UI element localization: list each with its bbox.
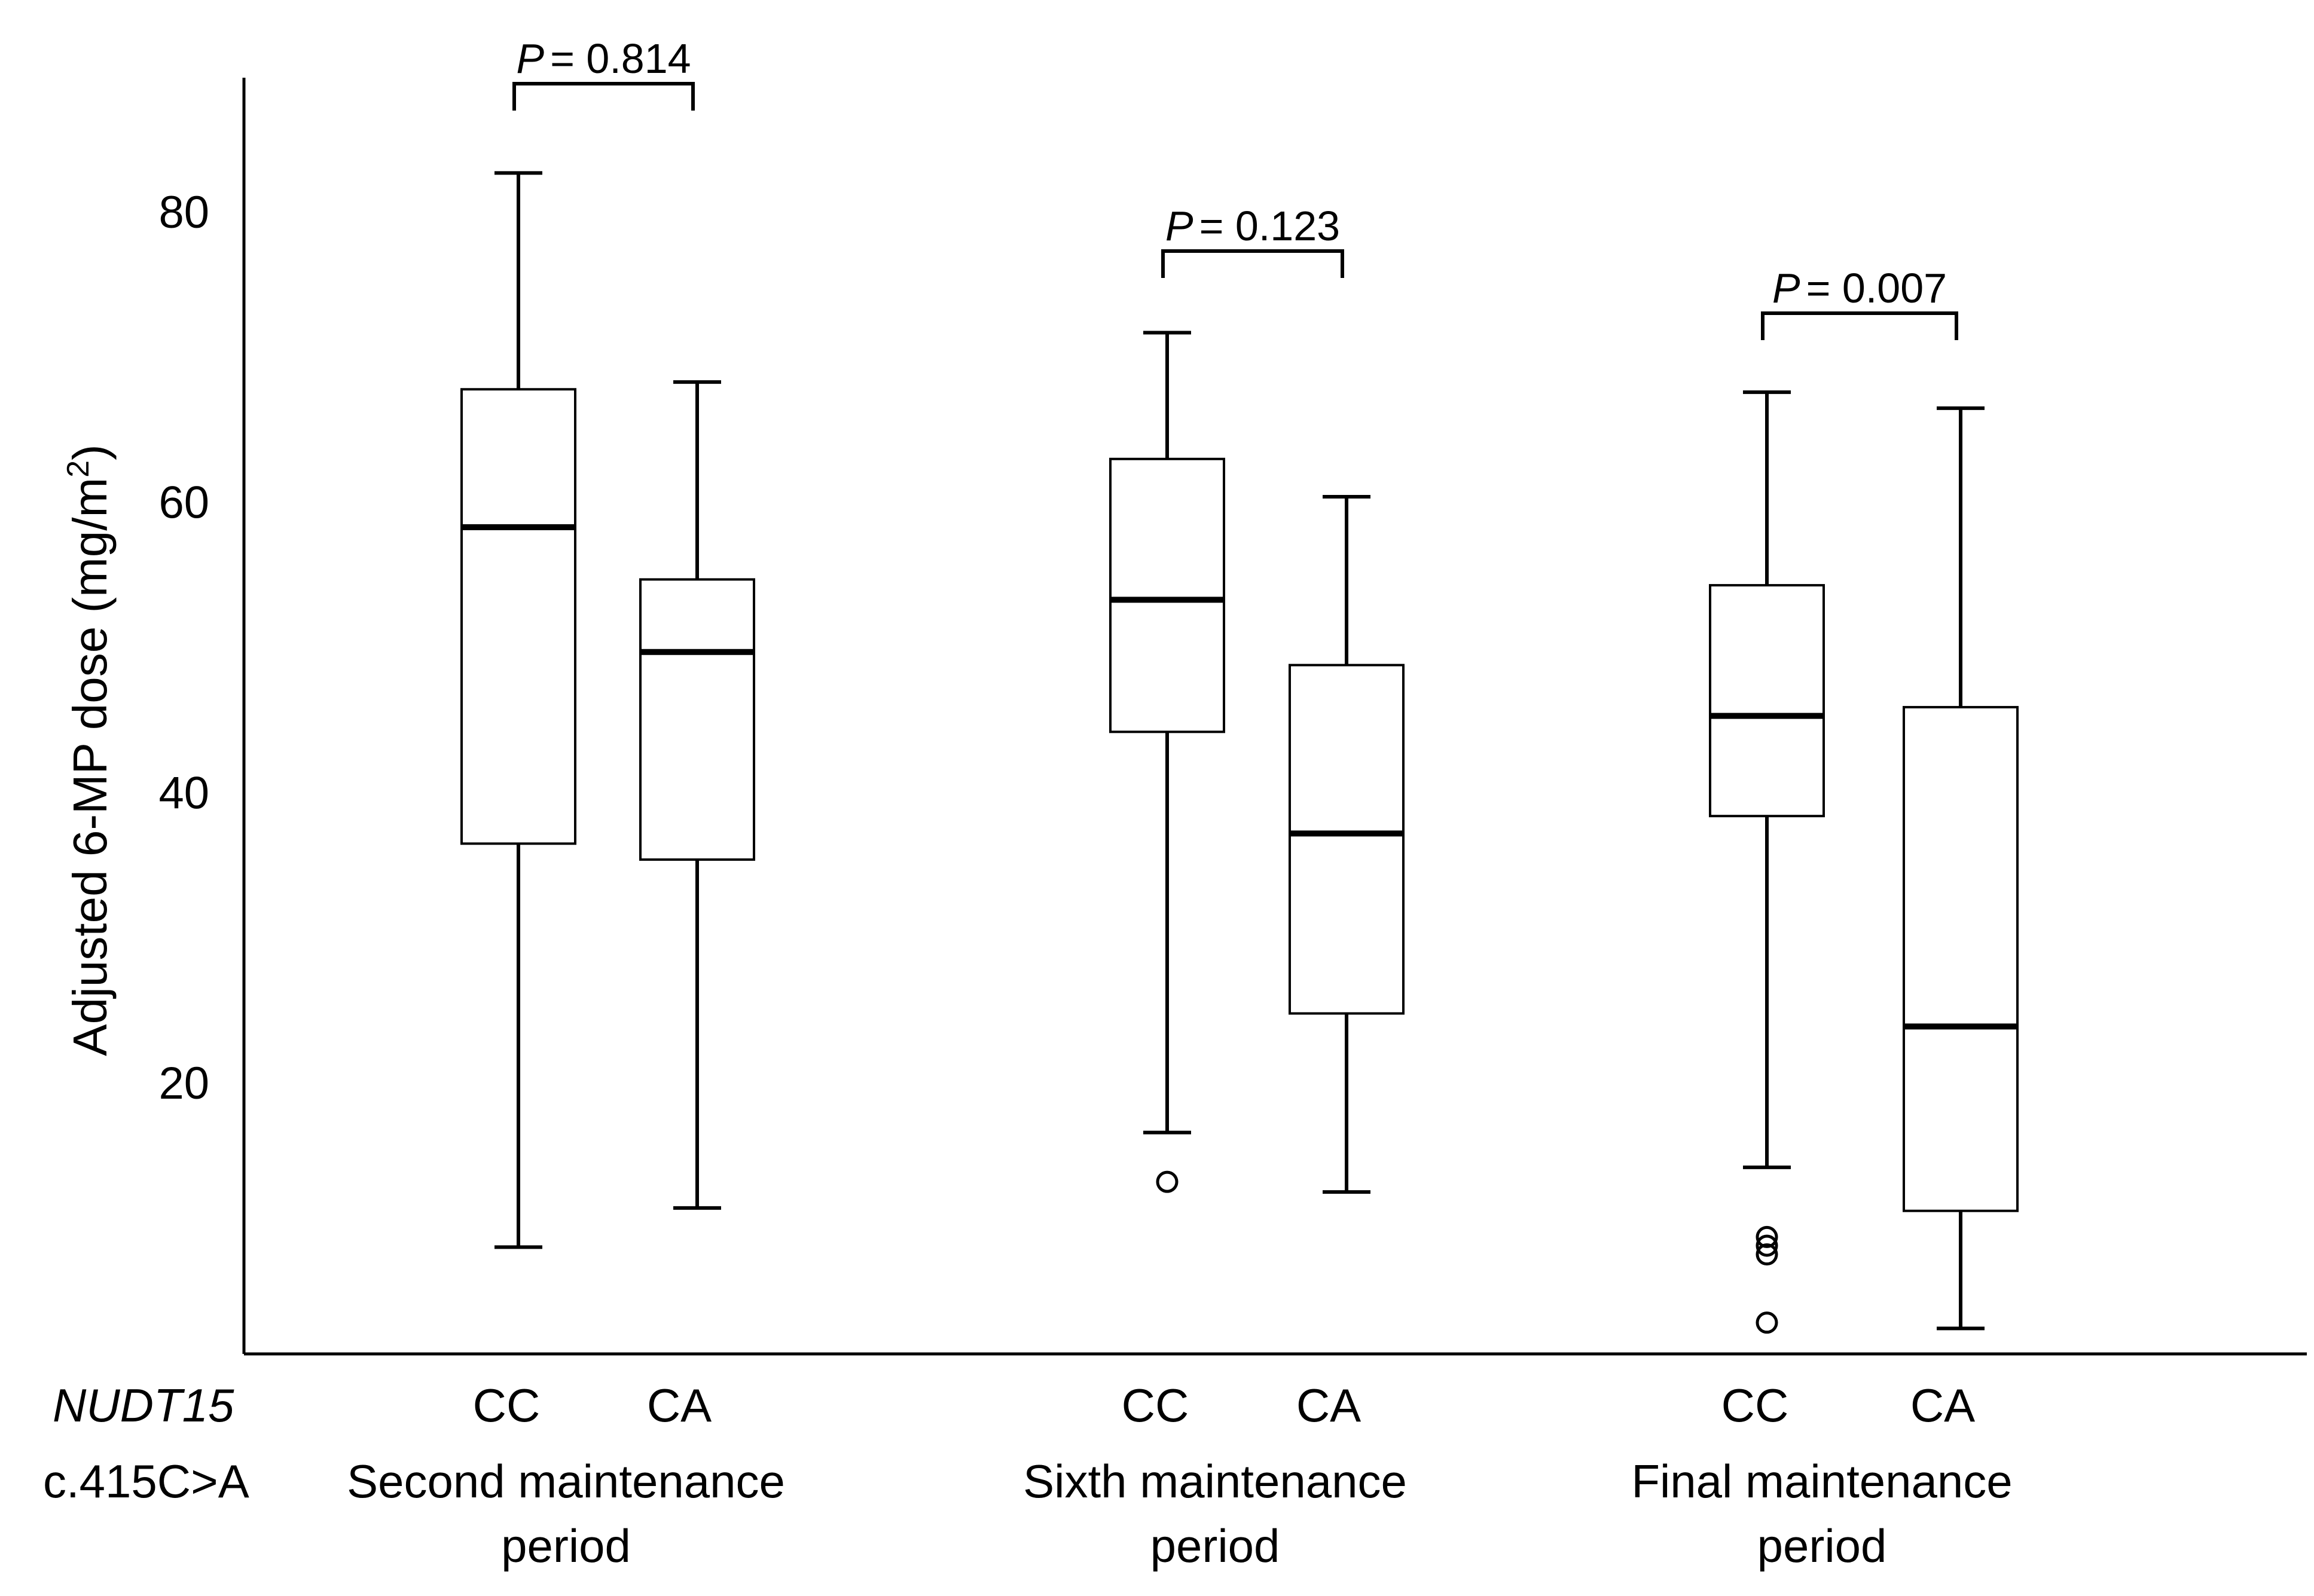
bracket-line: [1761, 311, 1958, 340]
group-label-2-line-0: Final maintenance: [1631, 1455, 2012, 1508]
y-tick-label-60: 60: [158, 478, 209, 528]
category-label-1-1: CA: [1296, 1379, 1361, 1432]
y-tick-labels: 20 40 60 80: [158, 187, 209, 1109]
p-value: = 0.814: [550, 35, 691, 82]
axes: [242, 78, 2307, 1356]
group-label-1-line-0: Sixth maintenance: [1023, 1455, 1407, 1508]
box-iqr: [1109, 457, 1225, 733]
bracket-line: [1161, 249, 1344, 278]
category-label-0-0: CC: [473, 1379, 541, 1432]
group-0: [460, 171, 755, 1249]
bracket-0: P = 0.814: [512, 35, 695, 111]
outlier-point-0: [1756, 1243, 1778, 1266]
category-label-2-1: CA: [1910, 1379, 1975, 1432]
y-tick-label-20: 20: [158, 1058, 209, 1109]
outlier-point-1: [1756, 1234, 1778, 1257]
gene-variant: c.415C>A: [43, 1455, 249, 1508]
y-tick-label-80: 80: [158, 187, 209, 238]
box-2-cc: [1709, 390, 1825, 1334]
box-1-ca: [1289, 494, 1405, 1194]
bracket-1: P = 0.123: [1161, 203, 1344, 278]
outlier-point-2: [1756, 1225, 1778, 1248]
box-iqr: [1709, 584, 1825, 818]
y-axis-title-main: Adjusted 6-MP dose (mg/m: [63, 478, 117, 1056]
group-2: [1709, 390, 2019, 1334]
group-label-1-line-1: period: [1150, 1519, 1280, 1572]
y-axis-title-superscript: 2: [61, 460, 96, 478]
p-value: = 0.007: [1806, 265, 1947, 311]
box-iqr: [1289, 664, 1405, 1015]
box-series: [460, 171, 2019, 1334]
category-label-0-1: CA: [647, 1379, 712, 1432]
bracket-line: [512, 82, 695, 111]
p-symbol: P: [1165, 203, 1193, 249]
box-iqr: [1903, 706, 2019, 1212]
category-label-1-0: CC: [1122, 1379, 1189, 1432]
group-label-0-line-1: period: [501, 1519, 631, 1572]
y-axis-title: Adjusted 6-MP dose (mg/m2): [61, 444, 117, 1056]
box-iqr: [639, 578, 755, 861]
group-label-2-line-1: period: [1757, 1519, 1887, 1572]
p-value-label: P = 0.123: [1165, 203, 1340, 249]
outlier-point-0: [1156, 1170, 1179, 1193]
outlier-point-3: [1756, 1311, 1778, 1334]
box-iqr: [460, 388, 576, 845]
bracket-2: P = 0.007: [1761, 265, 1958, 340]
p-symbol: P: [516, 35, 544, 82]
group-label-0-line-0: Second maintenance: [347, 1455, 785, 1508]
gene-name: NUDT15: [53, 1379, 234, 1432]
group-1: [1109, 331, 1405, 1194]
box-1-cc: [1109, 331, 1225, 1193]
category-labels: CC CA CC CA CC CA: [473, 1379, 1976, 1432]
y-tick-label-40: 40: [158, 768, 209, 818]
p-value-label: P = 0.814: [516, 35, 691, 82]
group-labels: Second maintenance period Sixth maintenanc…: [347, 1455, 2013, 1572]
box-0-ca: [639, 380, 755, 1210]
p-value: = 0.123: [1199, 203, 1341, 249]
p-value-label: P = 0.007: [1772, 265, 1947, 311]
y-axis-title-suffix: ): [63, 444, 117, 460]
box-0-cc: [460, 171, 576, 1249]
box-2-ca: [1903, 406, 2019, 1331]
category-label-2-0: CC: [1721, 1379, 1789, 1432]
p-symbol: P: [1772, 265, 1800, 311]
